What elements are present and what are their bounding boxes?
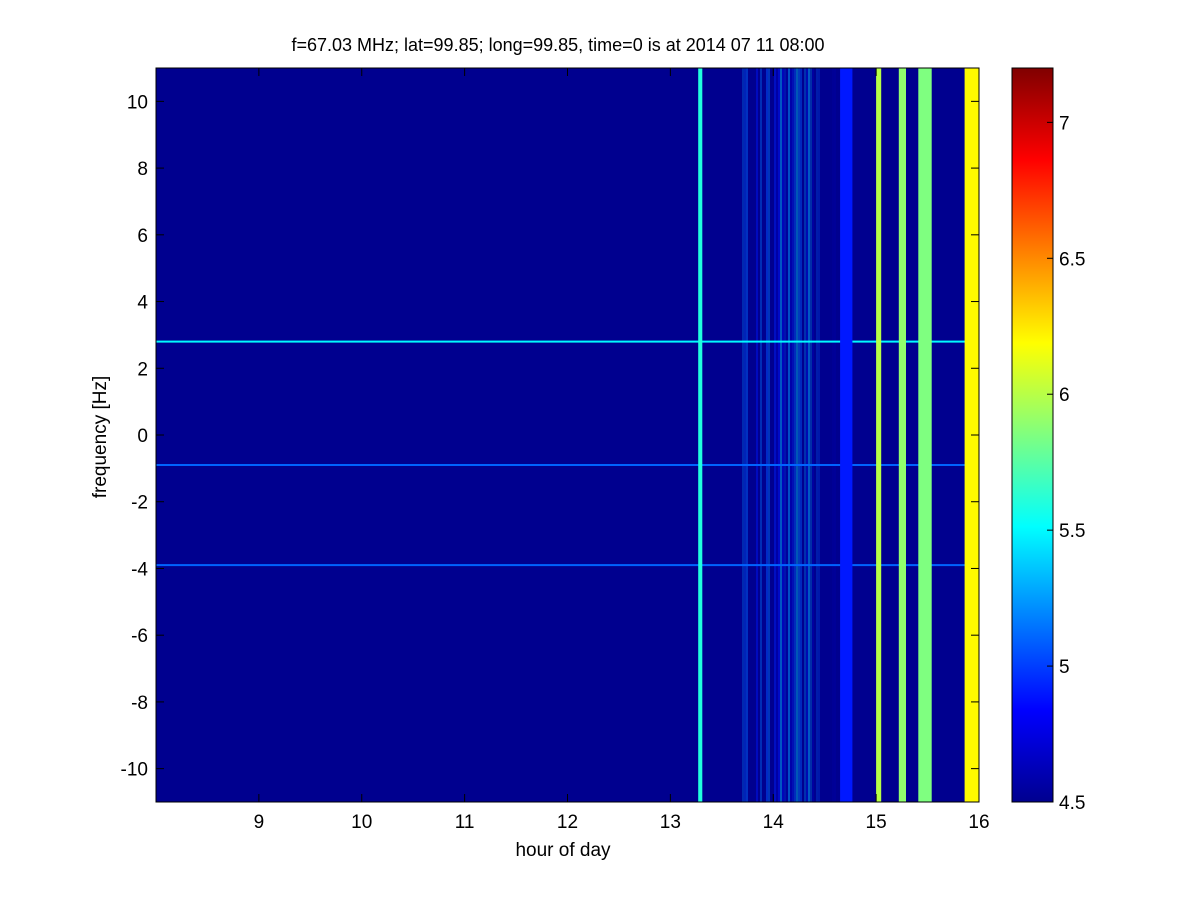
colorbar-tick-label: 6.5 <box>1059 249 1085 270</box>
y-axis: -10 -8 -6 -4 -2 0 2 4 6 8 10 <box>121 92 979 781</box>
spectral-line <box>156 464 979 466</box>
colorbar-tick-label: 5 <box>1059 657 1070 678</box>
noise-column <box>808 68 810 802</box>
noise-column <box>778 68 780 802</box>
y-tick-label: -4 <box>131 559 148 580</box>
noise-column <box>766 68 768 802</box>
vertical-band <box>898 68 906 802</box>
noise-column <box>776 68 778 802</box>
noise-column <box>786 68 788 802</box>
noise-column <box>742 68 744 802</box>
x-tick-label: 12 <box>557 812 578 833</box>
noise-column <box>790 68 792 802</box>
y-tick-label: -2 <box>131 493 148 514</box>
noise-column <box>810 68 812 802</box>
noise-column <box>812 68 814 802</box>
plot-area <box>156 68 979 802</box>
colorbar-tick-label: 7 <box>1059 113 1070 134</box>
chart-title: f=67.03 MHz; lat=99.85; long=99.85, time… <box>291 35 824 55</box>
x-axis: 9 10 11 12 13 14 15 16 <box>254 68 990 833</box>
noise-column <box>798 68 800 802</box>
noise-column <box>796 68 798 802</box>
y-tick-label: 10 <box>127 92 148 113</box>
x-tick-label: 13 <box>660 812 681 833</box>
noise-column <box>792 68 794 802</box>
vertical-band <box>698 68 703 802</box>
x-axis-label: hour of day <box>515 840 611 861</box>
vertical-band <box>840 68 853 802</box>
noise-column <box>806 68 808 802</box>
colorbar-ticks: 4.5 5 5.5 6 6.5 7 <box>1047 113 1085 814</box>
heatmap-cells <box>156 68 979 802</box>
noise-column <box>782 68 784 802</box>
noise-column <box>804 68 806 802</box>
noise-column <box>800 68 802 802</box>
noise-column <box>818 68 820 802</box>
noise-column <box>746 68 748 802</box>
noise-column <box>756 68 758 802</box>
y-tick-label: -8 <box>131 693 148 714</box>
noise-column <box>744 68 746 802</box>
colorbar-tick-label: 5.5 <box>1059 521 1085 542</box>
noise-column <box>774 68 776 802</box>
colorbar-tick-label: 4.5 <box>1059 793 1085 814</box>
noise-column <box>780 68 782 802</box>
colorbar <box>1011 67 1054 803</box>
y-axis-label: frequency [Hz] <box>90 376 111 499</box>
x-tick-label: 15 <box>866 812 887 833</box>
x-tick-label: 10 <box>351 812 372 833</box>
spectral-line <box>156 564 979 567</box>
y-tick-label: 0 <box>137 426 148 447</box>
y-tick-label: -6 <box>131 626 148 647</box>
noise-column <box>816 68 818 802</box>
y-tick-label: 2 <box>137 359 148 380</box>
x-tick-label: 16 <box>968 812 989 833</box>
y-tick-label: 8 <box>137 159 148 180</box>
noise-column <box>760 68 762 802</box>
y-tick-label: 6 <box>137 226 148 247</box>
x-tick-label: 9 <box>254 812 265 833</box>
vertical-band <box>876 68 882 802</box>
noise-column <box>784 68 786 802</box>
noise-column <box>832 68 834 802</box>
x-tick-label: 11 <box>455 812 475 833</box>
noise-column <box>834 68 836 802</box>
spectral-line <box>156 340 979 343</box>
noise-column <box>794 68 796 802</box>
noise-column <box>768 68 770 802</box>
x-tick-label: 14 <box>763 812 785 833</box>
y-tick-label: 4 <box>137 293 148 314</box>
vertical-band <box>918 68 932 802</box>
y-tick-label: -10 <box>121 760 148 781</box>
colorbar-tick-label: 6 <box>1059 385 1070 406</box>
noise-column <box>788 68 790 802</box>
